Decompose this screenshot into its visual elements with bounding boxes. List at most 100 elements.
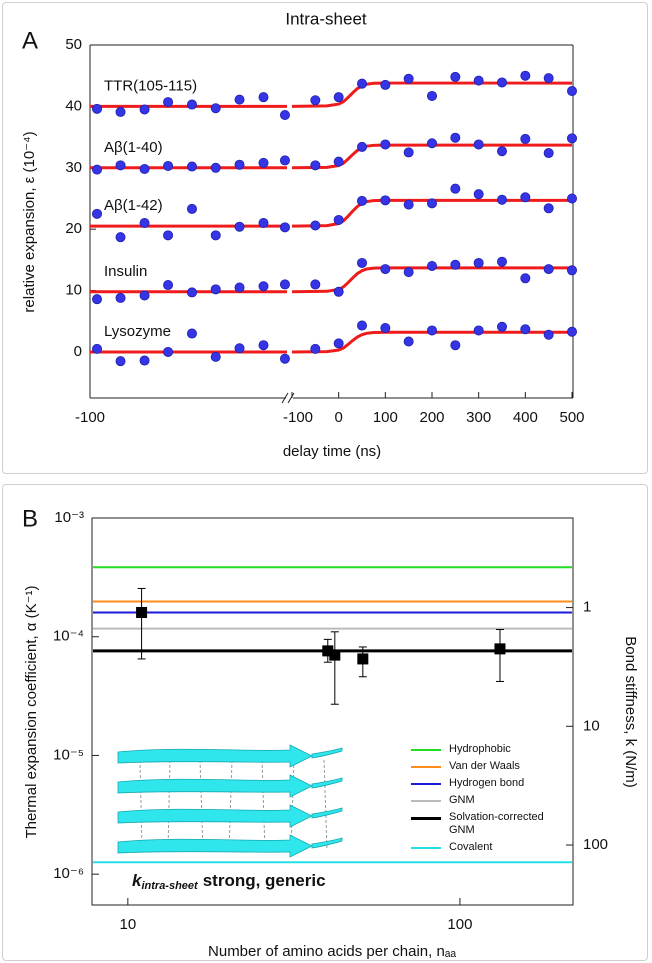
legend-swatch xyxy=(411,817,441,820)
legend-entry: Hydrogen bond xyxy=(411,777,571,790)
data-point xyxy=(356,257,367,268)
panel-letter: A xyxy=(22,27,38,54)
x-tick-label: 10 xyxy=(119,916,136,933)
data-point xyxy=(403,267,414,278)
legend-entry: GNM xyxy=(411,794,571,807)
data-point xyxy=(163,97,174,108)
data-point xyxy=(473,75,484,86)
data-point xyxy=(163,160,174,171)
data-point xyxy=(92,208,103,219)
data-point xyxy=(567,326,578,337)
data-point xyxy=(496,194,507,205)
data-point xyxy=(450,183,461,194)
data-point xyxy=(279,155,290,166)
data-point xyxy=(403,336,414,347)
data-point xyxy=(473,325,484,336)
y2-axis-label: Bond stiffness, k (N/m) xyxy=(622,636,639,787)
y-tick-label: 30 xyxy=(65,159,82,176)
series-label: Lysozyme xyxy=(104,323,171,340)
x-axis-label: Number of amino acids per chain, nₐₐ xyxy=(208,943,456,960)
legend-label: Hydrogen bond xyxy=(449,777,525,789)
data-point xyxy=(356,195,367,206)
x-tick-label: 400 xyxy=(513,409,538,426)
data-point xyxy=(333,214,344,225)
legend-entry: Covalent xyxy=(411,841,571,854)
legend-label: Solvation-corrected GNM xyxy=(449,811,544,836)
data-point xyxy=(426,138,437,149)
data-point xyxy=(322,645,334,657)
data-point xyxy=(139,218,150,229)
x-tick-label: 100 xyxy=(447,916,472,933)
data-point xyxy=(567,265,578,276)
legend-label: Hydrophobic xyxy=(449,743,511,755)
data-point xyxy=(279,109,290,120)
series-label: Aβ(1-40) xyxy=(104,139,163,156)
data-point xyxy=(92,164,103,175)
data-point xyxy=(186,99,197,110)
y-tick-label: 50 xyxy=(65,36,82,53)
data-point xyxy=(186,328,197,339)
data-point xyxy=(543,148,554,159)
x-axis-label: delay time (ns) xyxy=(283,443,381,460)
data-point xyxy=(186,203,197,214)
data-point xyxy=(356,78,367,89)
chart-title: Intra-sheet xyxy=(285,9,367,28)
y-tick-label: 10⁻⁴ xyxy=(53,628,84,645)
fit-line xyxy=(291,330,572,354)
data-point xyxy=(234,159,245,170)
y-tick-label: 10⁻⁵ xyxy=(53,746,84,763)
data-point xyxy=(279,353,290,364)
legend-label: Covalent xyxy=(449,841,493,853)
legend-swatch xyxy=(411,800,441,802)
x-tick-label: 500 xyxy=(559,409,584,426)
legend-label: Van der Waals xyxy=(449,760,520,772)
data-point xyxy=(543,73,554,84)
y-tick-label: 40 xyxy=(65,97,82,114)
data-point xyxy=(426,198,437,209)
axis-break xyxy=(281,392,289,404)
data-point xyxy=(496,77,507,88)
legend-label: GNM xyxy=(449,794,475,806)
data-point xyxy=(139,355,150,366)
data-point xyxy=(473,189,484,200)
data-point xyxy=(210,351,221,362)
legend-swatch xyxy=(411,749,441,751)
x-tick-label: 0 xyxy=(334,409,342,426)
data-point xyxy=(380,139,391,150)
panel-a-frame xyxy=(2,2,648,474)
data-point xyxy=(380,195,391,206)
data-point xyxy=(258,340,269,351)
data-point xyxy=(234,343,245,354)
data-point xyxy=(210,162,221,173)
data-point xyxy=(92,343,103,354)
y-tick-label: 10⁻³ xyxy=(54,509,84,526)
data-point xyxy=(310,220,321,231)
data-point xyxy=(543,203,554,214)
series-label: TTR(105-115) xyxy=(104,77,197,94)
data-point xyxy=(520,324,531,335)
x-tick-label: 200 xyxy=(419,409,444,426)
data-point xyxy=(333,338,344,349)
data-point xyxy=(310,95,321,106)
y2-tick-label: 1 xyxy=(583,599,591,616)
legend-swatch xyxy=(411,847,441,849)
y-tick-label: 10 xyxy=(65,282,82,299)
inset-symbol: k xyxy=(132,871,143,890)
data-point xyxy=(115,160,126,171)
data-point xyxy=(473,257,484,268)
data-point xyxy=(520,192,531,203)
data-point xyxy=(329,649,341,661)
data-point xyxy=(403,199,414,210)
data-point xyxy=(450,71,461,82)
y2-tick-label: 100 xyxy=(583,836,608,853)
data-point xyxy=(210,284,221,295)
data-point xyxy=(426,90,437,101)
data-point xyxy=(567,133,578,144)
data-point xyxy=(520,133,531,144)
data-point xyxy=(310,279,321,290)
data-point xyxy=(234,94,245,105)
data-point xyxy=(279,222,290,233)
data-point xyxy=(450,132,461,143)
